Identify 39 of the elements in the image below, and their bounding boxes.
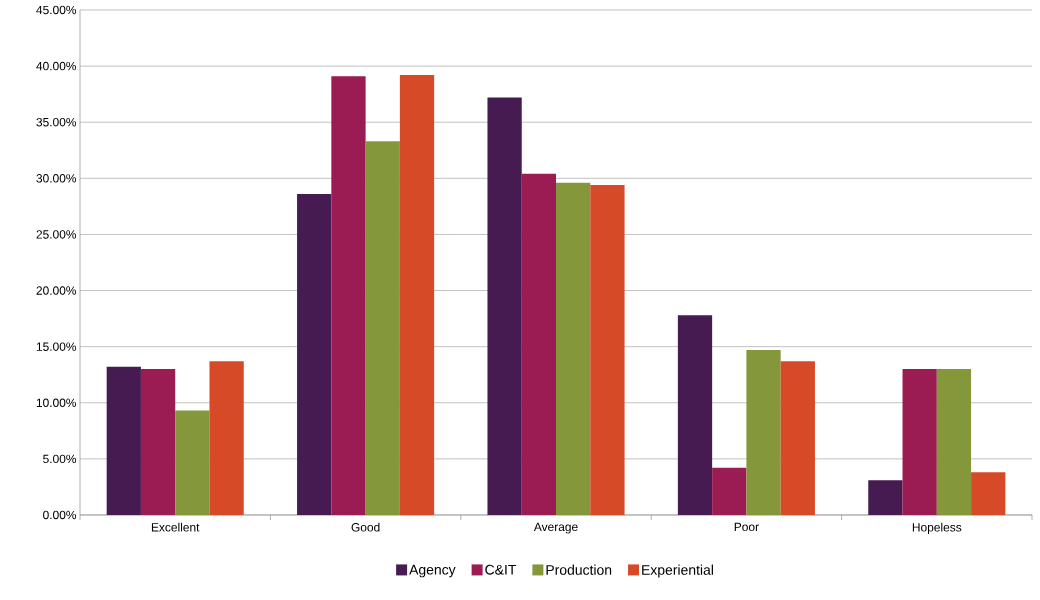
- bar: [140, 369, 176, 515]
- bar: [331, 76, 366, 515]
- legend-label: C&IT: [485, 564, 517, 575]
- legend-label: Production: [546, 564, 612, 575]
- y-tick-label: 5.00%: [43, 454, 77, 464]
- y-tick-label: 35.00%: [36, 117, 77, 127]
- y-tick-label: 20.00%: [36, 286, 77, 295]
- y-tick-label: 30.00%: [36, 174, 77, 183]
- bar: [677, 315, 713, 515]
- bar: [556, 182, 591, 515]
- x-tick-label: Hopeless: [912, 522, 962, 534]
- bar: [521, 173, 557, 515]
- bar: [365, 141, 400, 515]
- y-tick-label: 15.00%: [36, 342, 77, 351]
- bar: [780, 361, 815, 515]
- y-tick-label: 0.00%: [43, 510, 77, 520]
- bar: [175, 410, 210, 515]
- x-tick-label: Good: [351, 522, 380, 532]
- bar: [746, 350, 781, 515]
- legend-label: Experiential: [642, 564, 713, 578]
- bar: [590, 185, 625, 515]
- bar: [297, 194, 332, 515]
- bar: [712, 467, 747, 515]
- y-tick-label: 25.00%: [36, 230, 77, 239]
- bar: [106, 366, 141, 515]
- legend-label: Agency: [409, 564, 456, 578]
- bar: [399, 75, 435, 515]
- bar: [209, 361, 244, 515]
- bar: [868, 480, 903, 515]
- bar: [936, 369, 972, 515]
- x-tick-label: Average: [533, 522, 578, 534]
- x-tick-label: Excellent: [151, 522, 200, 532]
- bar: [487, 97, 522, 515]
- y-tick-label: 40.00%: [36, 61, 77, 71]
- y-tick-label: 45.00%: [36, 5, 77, 15]
- x-tick-label: Poor: [734, 522, 759, 532]
- y-tick-label: 10.00%: [36, 398, 77, 407]
- bar: [971, 472, 1006, 515]
- bar: [902, 369, 937, 515]
